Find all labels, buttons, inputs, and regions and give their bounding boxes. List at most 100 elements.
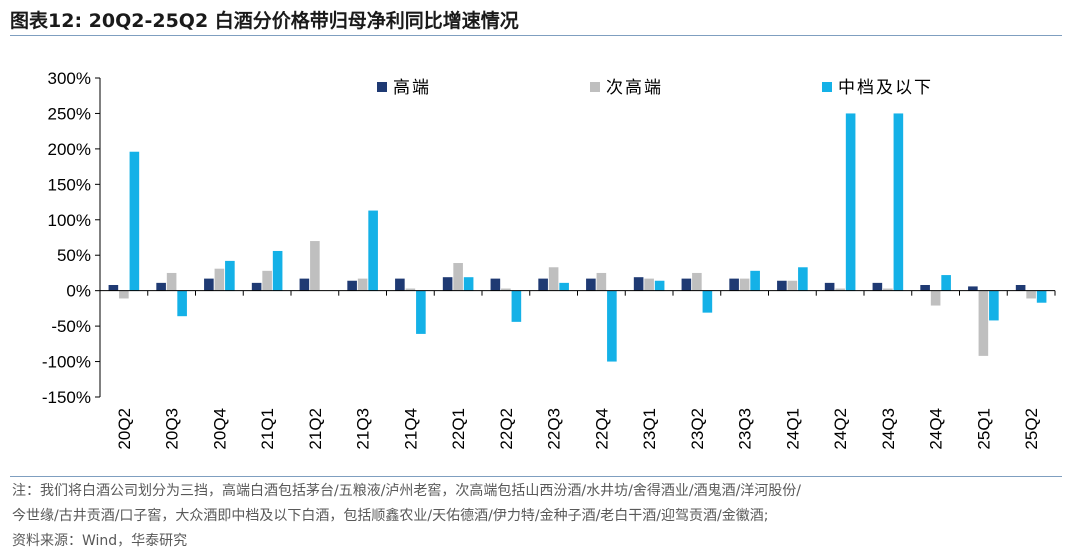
bar-s1-24Q1	[777, 280, 787, 291]
x-tick-label-22Q4: 22Q4	[592, 408, 611, 450]
bar-s1-24Q2	[824, 282, 835, 291]
x-tick-label-24Q3: 24Q3	[879, 408, 898, 450]
y-axis: -150% -100% -50% 0% 50% 100% 150% 200% 250% 300%	[42, 69, 101, 407]
bar-s1-20Q2	[108, 284, 119, 291]
legend-swatch-1	[377, 82, 387, 92]
x-tick-label-25Q1: 25Q1	[974, 408, 993, 450]
legend-swatch-2	[590, 82, 600, 92]
bar-s1-23Q1	[633, 277, 644, 291]
bar-s2-22Q1	[453, 263, 463, 291]
bar-s2-23Q1	[644, 278, 654, 291]
bar-s1-21Q3	[347, 280, 357, 291]
bar-s1-21Q4	[395, 278, 405, 291]
x-tick-label-20Q2: 20Q2	[115, 408, 134, 450]
bar-s3-23Q3	[750, 270, 760, 291]
bar-s2-23Q3	[739, 278, 750, 291]
x-tick-label-22Q3: 22Q3	[545, 408, 564, 450]
bar-s2-24Q2	[835, 288, 845, 291]
bar-s1-24Q3	[872, 282, 883, 291]
bar-s3-25Q2	[1036, 290, 1047, 303]
legend-label-2: 次高端	[606, 78, 663, 97]
bar-s2-22Q3	[548, 267, 559, 291]
x-axis: 20Q2 20Q3 20Q4 21Q1 21Q2 21Q3 21Q4 22Q1 22Q2 22Q3…	[100, 290, 1056, 450]
x-tick-label-23Q1: 23Q1	[640, 408, 659, 450]
bar-s1-25Q2	[1015, 284, 1026, 291]
footnote-line-1: 注：我们将白酒公司划分为三挡，高端白酒包括茅台/五粮液/泸州老窖，次高端包括山西…	[12, 483, 802, 499]
x-tick-label-25Q2: 25Q2	[1022, 408, 1041, 450]
bar-s1-21Q2	[299, 278, 310, 291]
x-tick-label-20Q3: 20Q3	[163, 408, 182, 450]
bar-s1-24Q4	[920, 284, 930, 291]
bar-s2-20Q4	[214, 268, 225, 291]
bar-s1-20Q3	[156, 282, 166, 291]
chart-title: 图表12: 20Q2-25Q2 白酒分价格带归母净利同比增速情况	[10, 10, 519, 32]
x-tick-label-21Q1: 21Q1	[258, 408, 277, 450]
x-tick-label-24Q1: 24Q1	[783, 408, 802, 450]
bar-s3-24Q4	[941, 275, 951, 291]
bar-s3-21Q1	[272, 250, 283, 291]
bar-s2-22Q4	[596, 272, 607, 291]
x-tick-label-21Q4: 21Q4	[401, 408, 420, 450]
bar-s1-22Q1	[442, 277, 453, 291]
bar-s3-24Q2	[845, 113, 856, 291]
x-tick-label-21Q3: 21Q3	[354, 408, 373, 450]
bar-s3-25Q1	[989, 290, 999, 321]
y-tick-label: -150%	[42, 388, 91, 407]
bar-s1-23Q3	[729, 278, 739, 291]
x-tick-label-21Q2: 21Q2	[306, 408, 325, 450]
bar-s1-22Q4	[586, 278, 596, 291]
x-tick-label-22Q2: 22Q2	[497, 408, 516, 450]
bar-s2-25Q1	[978, 290, 989, 356]
x-tick-label-22Q1: 22Q1	[449, 408, 468, 450]
bar-series-group	[108, 113, 1047, 362]
x-tick-label-24Q2: 24Q2	[831, 408, 850, 450]
bar-chart: -150%-100%-50%0%50%100%150%200%250%300% …	[42, 69, 1056, 450]
y-tick-label: 250%	[48, 104, 91, 123]
x-tick-label-23Q2: 23Q2	[688, 408, 707, 450]
bar-s2-20Q2	[119, 290, 129, 299]
bar-s3-23Q2	[702, 290, 713, 313]
bar-s1-21Q1	[251, 282, 262, 291]
y-tick-label: -50%	[51, 317, 91, 336]
y-tick-label: 300%	[48, 69, 91, 88]
x-tick-label-20Q4: 20Q4	[210, 408, 229, 450]
notes-divider	[10, 476, 1062, 477]
legend-label-3: 中档及以下	[838, 78, 933, 97]
bar-s2-21Q1	[262, 270, 272, 291]
bar-s3-22Q3	[559, 282, 569, 291]
legend-swatch-3	[822, 82, 832, 92]
y-tick-label: 50%	[57, 246, 91, 265]
bar-s3-24Q3	[893, 113, 904, 291]
y-tick-label: 100%	[48, 211, 91, 230]
x-tick-label-24Q4: 24Q4	[927, 408, 946, 450]
bar-s2-21Q4	[405, 288, 416, 291]
bar-s1-22Q2	[490, 278, 501, 291]
bar-s1-25Q1	[968, 286, 978, 291]
bar-s3-21Q3	[368, 210, 378, 291]
title-divider	[10, 35, 1062, 36]
bar-s2-22Q2	[501, 288, 511, 291]
bar-s2-23Q2	[692, 272, 702, 291]
source-note: 资料来源：Wind，华泰研究	[12, 533, 188, 549]
y-tick-label: 0%	[66, 282, 91, 301]
bar-s2-21Q3	[357, 278, 368, 291]
bar-s3-22Q2	[511, 290, 522, 322]
bar-s3-22Q1	[463, 277, 474, 291]
footnote-line-2: 今世缘/古井贡酒/口子窖，大众酒即中档及以下白酒，包括顺鑫农业/天佑德酒/伊力特…	[12, 508, 769, 524]
bar-s2-24Q3	[883, 288, 893, 291]
bar-s3-20Q3	[177, 290, 187, 317]
bar-s3-20Q2	[129, 151, 140, 291]
x-tick-label-23Q3: 23Q3	[736, 408, 755, 450]
bar-s3-22Q4	[607, 290, 617, 362]
bar-s2-21Q2	[310, 241, 320, 291]
bar-s2-25Q2	[1026, 290, 1036, 299]
legend: 高端 次高端 中档及以下	[377, 78, 933, 97]
y-tick-label: 150%	[48, 175, 91, 194]
bar-s3-21Q4	[416, 290, 426, 334]
legend-label-1: 高端	[393, 78, 431, 97]
bar-s3-24Q1	[798, 267, 808, 291]
bar-s1-22Q3	[538, 278, 548, 291]
bar-s1-23Q2	[681, 278, 692, 291]
bar-s2-24Q1	[787, 280, 798, 291]
bar-s3-20Q4	[225, 260, 235, 291]
